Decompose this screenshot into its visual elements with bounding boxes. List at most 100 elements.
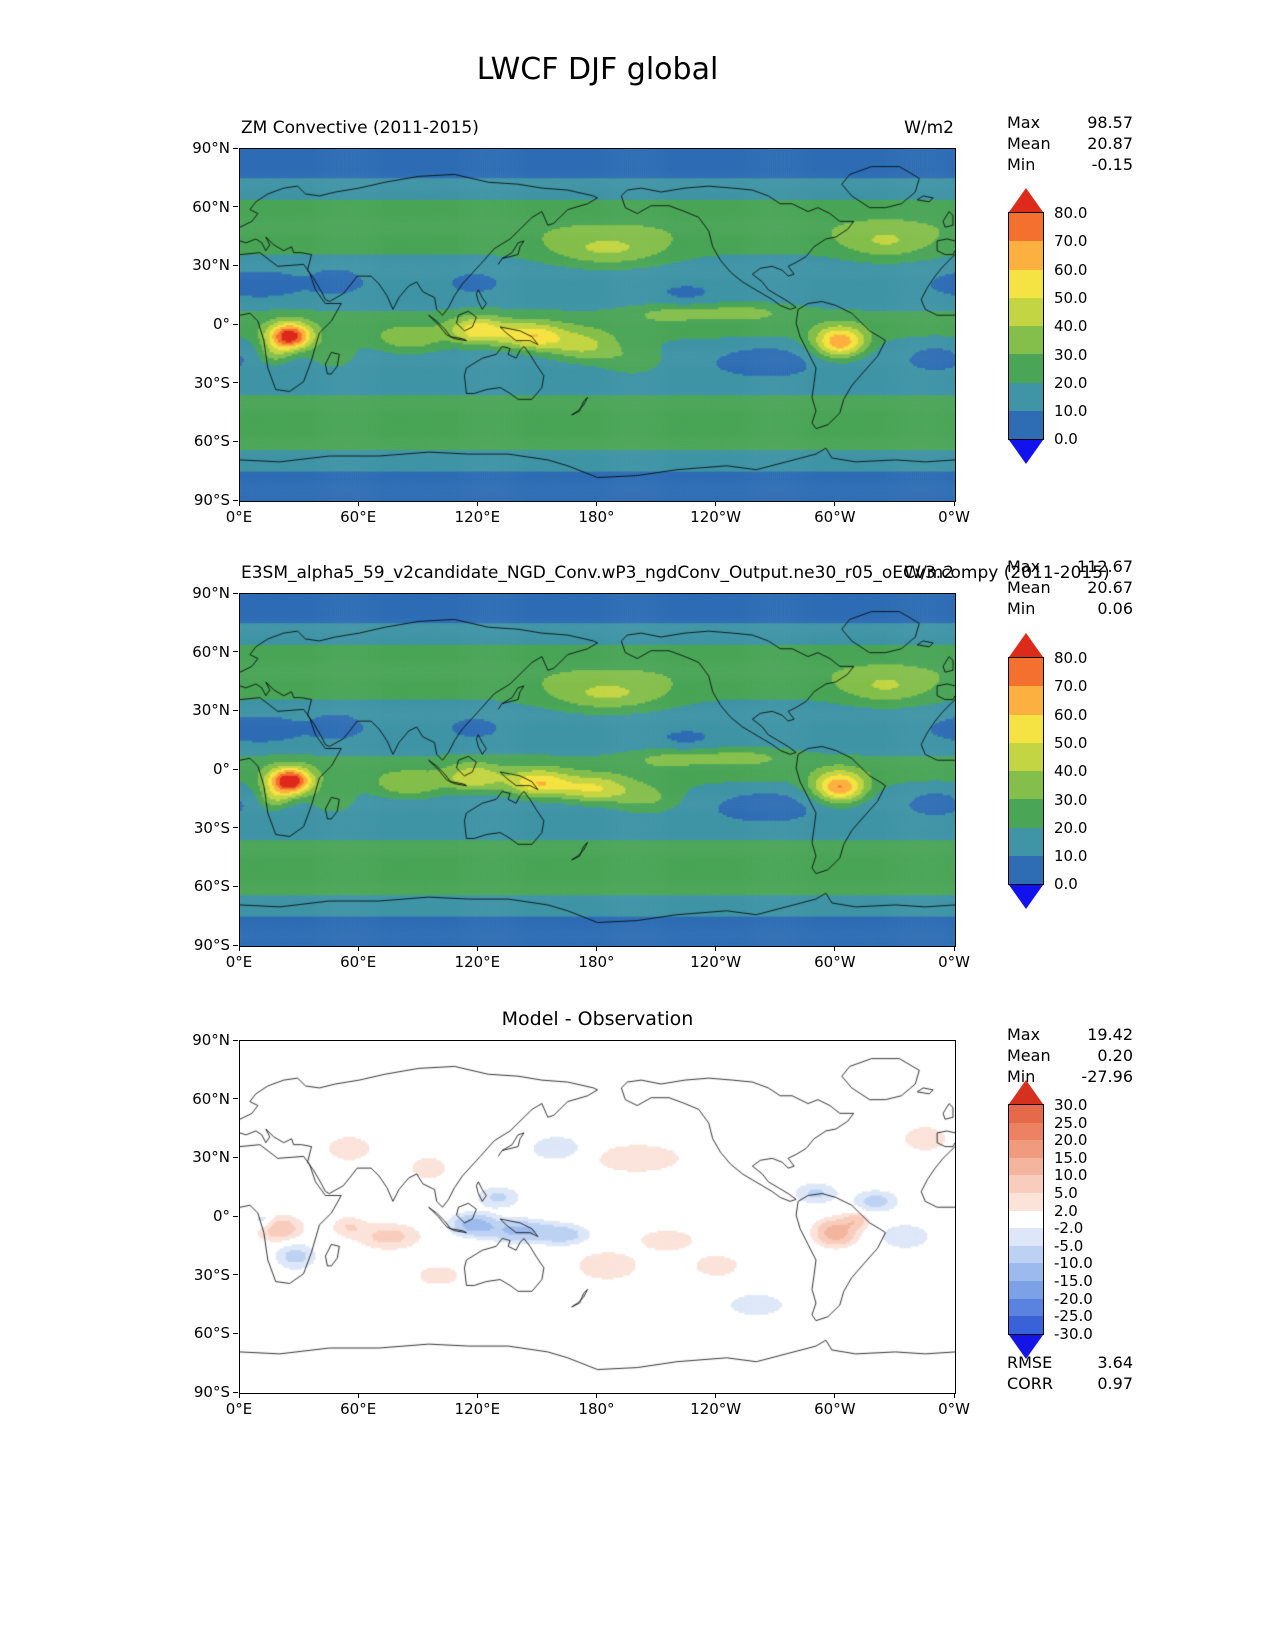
colorbar-band xyxy=(1009,213,1043,242)
colorbar-tick-label: 30.0 xyxy=(1054,790,1088,809)
colorbar-tick-label: 80.0 xyxy=(1054,204,1088,222)
x-tick-label: 60°W xyxy=(814,1400,856,1418)
colorbar-tick-label: -10.0 xyxy=(1054,1254,1093,1273)
y-tick-label: 0° xyxy=(212,1207,230,1225)
x-tick-label: 180° xyxy=(578,953,615,971)
y-tick-mark xyxy=(233,1274,238,1276)
x-tick-mark xyxy=(357,1393,359,1398)
colorbar-tick-label: 80.0 xyxy=(1054,649,1088,667)
x-tick-mark xyxy=(476,946,478,951)
x-tick-mark xyxy=(715,946,717,951)
colorbar-band xyxy=(1009,686,1043,715)
model-colorbar: 80.0 70.0 60.0 50.0 40.0 30.0 20.0 10.0 0.0 xyxy=(1008,633,1128,910)
x-tick-label: 120°E xyxy=(454,953,501,971)
colorbar-band xyxy=(1009,714,1043,743)
obs-stats: Max 98.57 Mean 20.87 Min -0.15 xyxy=(1007,112,1133,175)
stat-max-value: 112.67 xyxy=(1077,557,1133,576)
colorbar-tick-label: 20.0 xyxy=(1054,1131,1088,1150)
colorbar-tick-label: -5.0 xyxy=(1054,1236,1084,1255)
colorbar-band xyxy=(1009,1263,1043,1281)
colorbar-tick-label: 20.0 xyxy=(1054,818,1088,837)
colorbar-tick-label: 60.0 xyxy=(1054,705,1088,724)
x-tick-label: 0°E xyxy=(225,508,253,526)
y-tick-mark xyxy=(233,147,238,149)
x-tick-mark xyxy=(476,501,478,506)
stat-mean-label: Mean xyxy=(1007,1046,1051,1065)
y-tick-label: 30°S xyxy=(193,373,230,392)
x-tick-label: 60°E xyxy=(340,953,377,971)
model-map-canvas xyxy=(240,594,955,946)
colorbar-tick-label: 60.0 xyxy=(1054,260,1088,279)
x-tick-label: 180° xyxy=(578,508,615,526)
x-tick-mark xyxy=(596,946,597,951)
y-tick-label: 0° xyxy=(212,760,230,778)
colorbar-tick-label: 10.0 xyxy=(1054,402,1088,421)
colorbar-tick-label: -15.0 xyxy=(1054,1272,1093,1290)
x-tick-label: 0°W xyxy=(938,1400,970,1418)
diff-map-title: Model - Observation xyxy=(501,1008,694,1030)
colorbar-band xyxy=(1009,856,1043,885)
y-tick-mark xyxy=(233,944,238,946)
colorbar-band xyxy=(1009,1298,1043,1317)
x-tick-label: 60°E xyxy=(340,508,377,526)
colorbar-tick-label: 2.0 xyxy=(1054,1201,1078,1220)
y-tick-mark xyxy=(233,499,238,501)
stat-mean-value: 20.87 xyxy=(1087,134,1133,153)
colorbar-arrow-up xyxy=(1009,1080,1043,1104)
x-tick-mark xyxy=(476,1393,478,1398)
colorbar-tick-label: -30.0 xyxy=(1054,1324,1093,1343)
y-tick-mark xyxy=(233,264,238,266)
colorbar-tick-label: 30.0 xyxy=(1054,345,1088,364)
colorbar-band xyxy=(1009,297,1043,327)
y-tick-mark xyxy=(233,440,238,442)
y-tick-label: 30°N xyxy=(192,701,230,720)
diff-stats: Max 19.42 Mean 0.20 Min -27.96 xyxy=(1007,1024,1133,1087)
diff-map-canvas xyxy=(240,1041,955,1393)
y-tick-label: 60°N xyxy=(192,642,230,661)
obs-map-title: ZM Convective (2011-2015) xyxy=(241,118,479,138)
y-tick-label: 90°S xyxy=(193,491,230,509)
colorbar-tick-label: 40.0 xyxy=(1054,317,1088,336)
x-tick-mark xyxy=(834,1393,836,1398)
colorbar-band xyxy=(1009,771,1043,800)
y-tick-mark xyxy=(233,1391,238,1393)
obs-map xyxy=(239,148,956,502)
colorbar-bands xyxy=(1008,212,1044,441)
obs-colorbar: 80.0 70.0 60.0 50.0 40.0 30.0 20.0 10.0 0.0 xyxy=(1008,188,1128,465)
corr-label: CORR xyxy=(1007,1374,1053,1393)
stat-max-value: 19.42 xyxy=(1087,1025,1133,1044)
colorbar-band xyxy=(1009,658,1043,687)
colorbar-tick-label: 10.0 xyxy=(1054,847,1088,866)
y-tick-mark xyxy=(233,827,238,829)
y-tick-label: 30°N xyxy=(192,256,230,275)
colorbar-tick-label: 25.0 xyxy=(1054,1113,1088,1132)
stat-min-label: Min xyxy=(1007,599,1036,618)
y-tick-mark xyxy=(233,651,238,653)
colorbar-band xyxy=(1009,241,1043,270)
rmse-value: 3.64 xyxy=(1097,1353,1133,1372)
x-tick-label: 60°E xyxy=(340,1400,377,1418)
stat-max-value: 98.57 xyxy=(1087,113,1133,132)
colorbar-arrow-down xyxy=(1009,440,1043,465)
x-tick-mark xyxy=(715,1393,717,1398)
y-tick-label: 60°N xyxy=(192,197,230,216)
colorbar-band xyxy=(1009,1122,1043,1141)
y-tick-label: 30°S xyxy=(193,818,230,837)
colorbar-tick-label: 0.0 xyxy=(1054,875,1078,894)
x-tick-mark xyxy=(238,1393,240,1398)
colorbar-arrow-down xyxy=(1009,1334,1043,1359)
colorbar-band xyxy=(1009,799,1043,828)
x-tick-mark xyxy=(357,946,359,951)
y-tick-label: 90°N xyxy=(192,139,230,157)
colorbar-band xyxy=(1009,1245,1043,1264)
colorbar-tick-label: -25.0 xyxy=(1054,1307,1093,1326)
model-map-panel: E3SM_alpha5_59_v2candidate_NGD_Conv.wP3_… xyxy=(192,563,1110,971)
colorbar-band xyxy=(1009,1192,1043,1211)
colorbar-tick-label: 15.0 xyxy=(1054,1148,1088,1167)
colorbar-tick-label: -2.0 xyxy=(1054,1219,1084,1238)
model-map-title: E3SM_alpha5_59_v2candidate_NGD_Conv.wP3_… xyxy=(241,563,1110,583)
y-tick-label: 60°S xyxy=(193,1324,230,1343)
y-tick-mark xyxy=(233,1332,238,1334)
diff-map xyxy=(239,1040,956,1394)
corr-row: CORR 0.97 xyxy=(1007,1373,1133,1394)
